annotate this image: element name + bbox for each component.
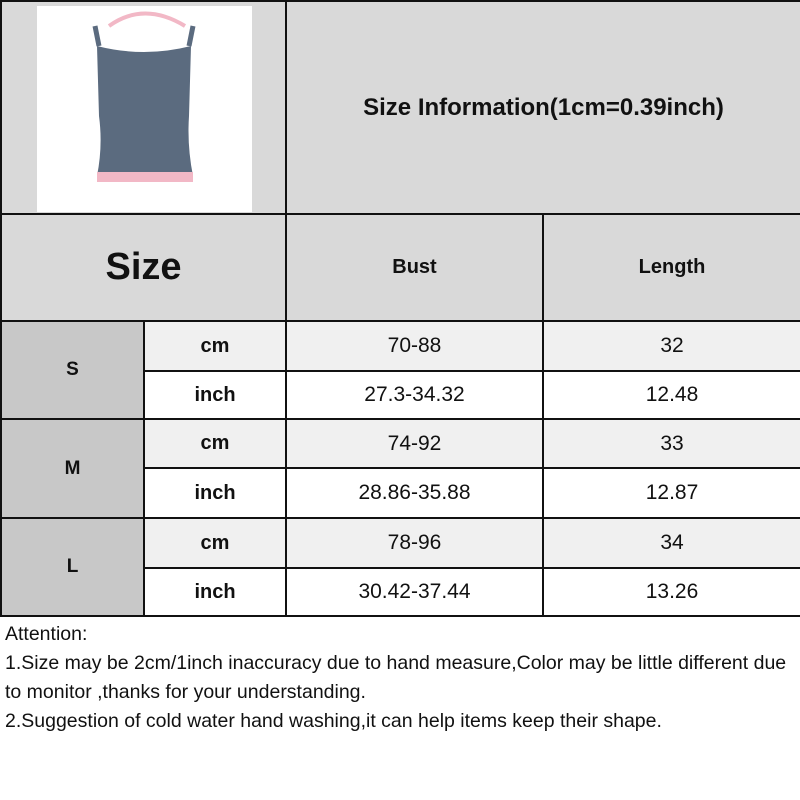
- size-s: S: [0, 320, 145, 420]
- table-row: inch 30.42-37.44 13.26: [1, 567, 800, 617]
- table-row: inch 28.86-35.88 12.87: [1, 467, 800, 519]
- size-l: L: [0, 517, 145, 617]
- unit-cell: inch: [143, 370, 287, 420]
- bust-header: Bust: [285, 213, 544, 322]
- length-cell: 12.87: [541, 467, 800, 519]
- table-row: inch 27.3-34.32 12.48: [1, 370, 800, 420]
- attention-line-2: 2.Suggestion of cold water hand washing,…: [5, 710, 662, 732]
- table-row: L cm 78-96 34: [0, 517, 800, 617]
- size-info-title: Size Information(1cm=0.39inch): [284, 0, 800, 215]
- bust-cell: 70-88: [285, 320, 544, 372]
- product-image-cell: [0, 0, 287, 215]
- size-header: Size: [0, 213, 287, 322]
- attention-notes: Attention: 1.Size may be 2cm/1inch inacc…: [5, 620, 795, 736]
- length-cell: 32: [541, 320, 800, 372]
- length-header: Length: [541, 213, 800, 322]
- bust-cell: 78-96: [285, 517, 544, 569]
- table-row: S cm 70-88 32: [0, 320, 800, 420]
- unit-cell: inch: [143, 567, 287, 617]
- attention-line-1: 1.Size may be 2cm/1inch inaccuracy due t…: [5, 652, 787, 703]
- length-cell: 34: [541, 517, 800, 569]
- attention-heading: Attention:: [5, 623, 88, 645]
- unit-cell: inch: [143, 467, 287, 519]
- unit-cell: cm: [143, 418, 287, 469]
- unit-cell: cm: [143, 320, 287, 372]
- size-chart: Size Information(1cm=0.39inch) Size Bust…: [0, 0, 800, 617]
- bust-cell: 27.3-34.32: [285, 370, 544, 420]
- product-image: [37, 6, 252, 212]
- length-cell: 12.48: [541, 370, 800, 420]
- length-cell: 33: [541, 418, 800, 469]
- table-row: M cm 74-92 33: [0, 418, 800, 519]
- bust-cell: 74-92: [285, 418, 544, 469]
- size-m: M: [0, 418, 145, 519]
- bust-cell: 30.42-37.44: [285, 567, 544, 617]
- length-cell: 13.26: [541, 567, 800, 617]
- unit-cell: cm: [143, 517, 287, 569]
- bust-cell: 28.86-35.88: [285, 467, 544, 519]
